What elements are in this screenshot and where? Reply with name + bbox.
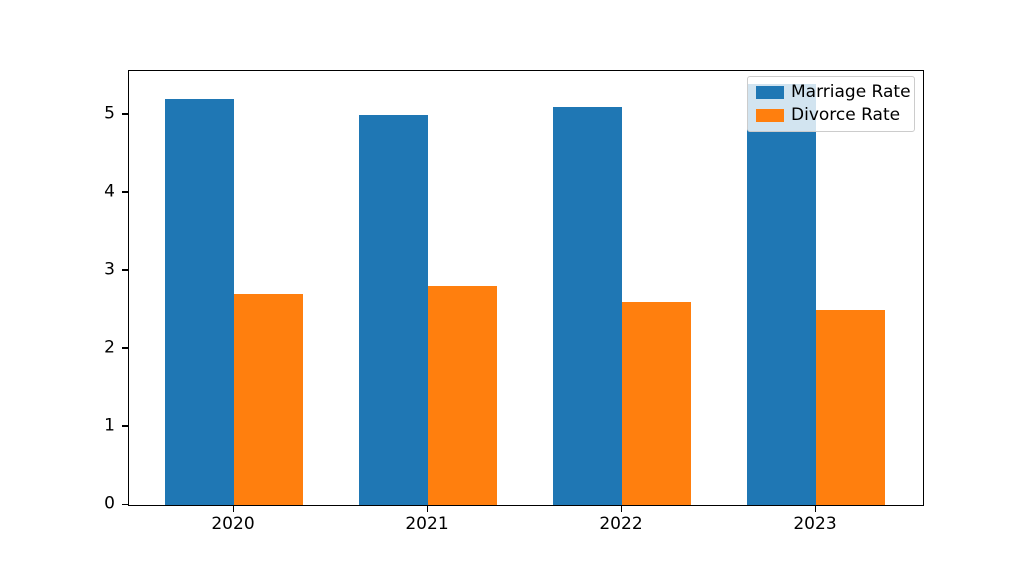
legend-swatch-icon (756, 108, 784, 122)
legend-label: Divorce Rate (791, 105, 901, 125)
y-tick-label: 4 (104, 181, 115, 202)
y-tick-mark (122, 269, 128, 271)
x-tick-label: 2023 (793, 514, 837, 534)
chart-legend: Marriage Rate Divorce Rate (747, 76, 915, 132)
bar-marriage-rate-2023 (747, 83, 816, 505)
x-tick-mark (233, 506, 235, 512)
x-tick-label: 2021 (405, 514, 449, 534)
x-tick-mark (815, 506, 817, 512)
legend-label: Marriage Rate (791, 82, 911, 102)
y-tick-mark (122, 347, 128, 349)
bar-divorce-rate-2022 (622, 302, 691, 505)
bar-divorce-rate-2023 (816, 309, 885, 505)
legend-swatch-icon (756, 85, 784, 99)
y-tick-label: 2 (104, 337, 115, 358)
bar-marriage-rate-2022 (553, 106, 622, 505)
x-tick-label: 2022 (599, 514, 643, 534)
legend-entry-marriage-rate: Marriage Rate (756, 82, 911, 102)
bar-divorce-rate-2020 (234, 294, 303, 505)
y-tick-mark (122, 503, 128, 505)
legend-entry-divorce-rate: Divorce Rate (756, 105, 906, 125)
x-tick-mark (621, 506, 623, 512)
bar-divorce-rate-2021 (428, 286, 497, 505)
x-tick-label: 2020 (211, 514, 255, 534)
y-tick-label: 3 (104, 259, 115, 280)
bar-marriage-rate-2020 (165, 99, 234, 505)
y-tick-mark (122, 113, 128, 115)
y-tick-label: 1 (104, 415, 115, 436)
y-tick-mark (122, 191, 128, 193)
x-tick-mark (427, 506, 429, 512)
y-tick-label: 0 (104, 493, 115, 514)
y-tick-mark (122, 425, 128, 427)
y-tick-label: 5 (104, 103, 115, 124)
plot-area (128, 70, 924, 506)
bar-marriage-rate-2021 (359, 114, 428, 505)
